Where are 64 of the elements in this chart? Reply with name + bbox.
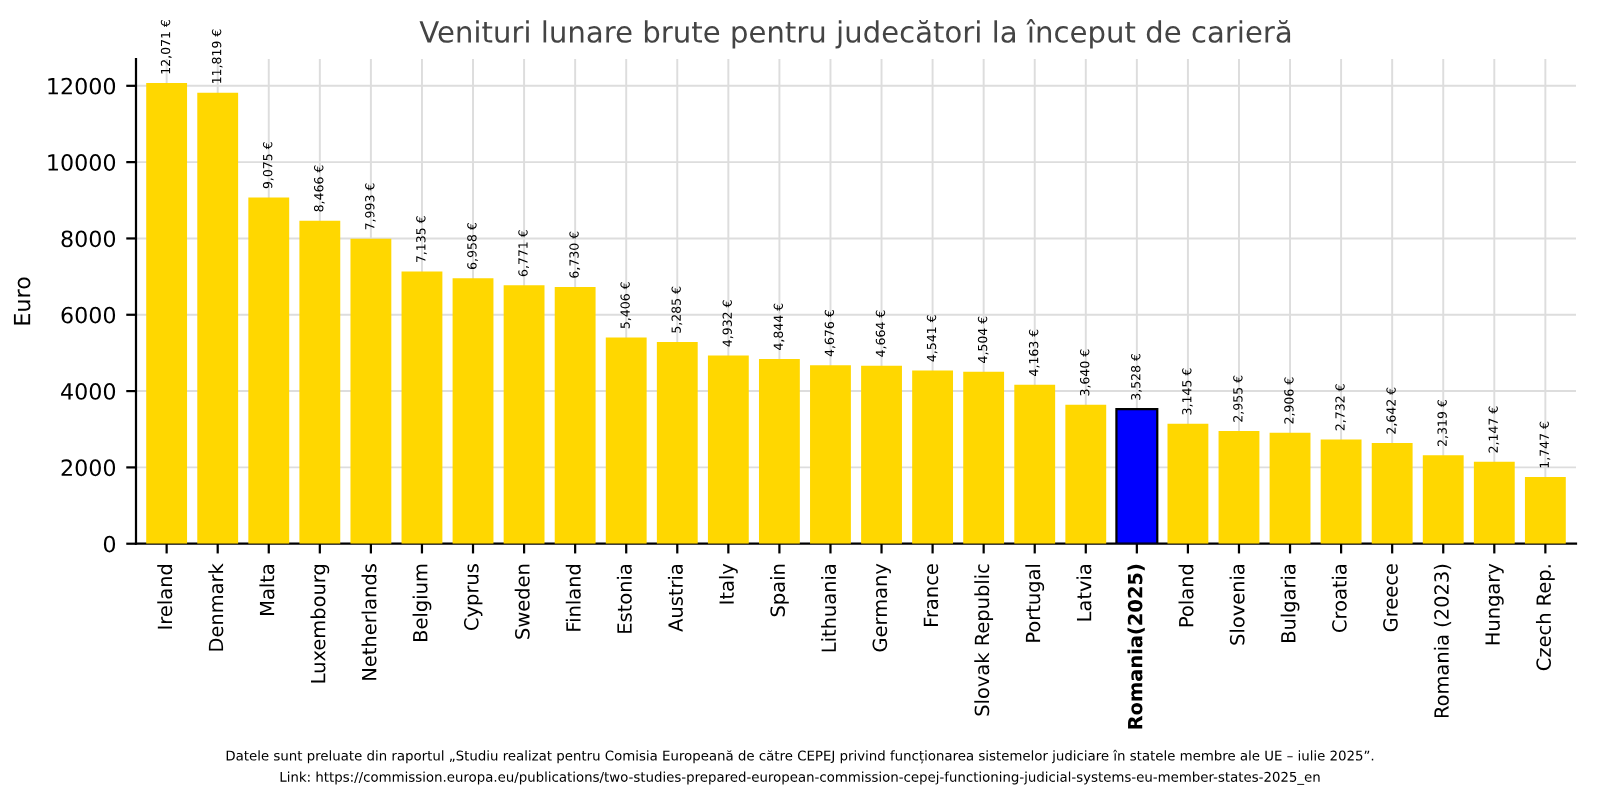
x-tick-label: Slovenia — [1229, 564, 1245, 645]
y-tick-label: 2000 — [61, 459, 116, 477]
bar — [912, 370, 954, 544]
y-tick-label: 8000 — [61, 230, 116, 248]
bar — [656, 342, 698, 544]
bar — [758, 358, 800, 544]
x-tick-label: Germany — [872, 563, 891, 652]
bar — [1524, 477, 1566, 544]
x-tick-label: Hungary — [1485, 563, 1504, 645]
x-tick-label: Romania (2023) — [1433, 564, 1452, 718]
x-tick-label: Latvia — [1076, 564, 1092, 621]
x-tick-label: Luxembourg — [310, 564, 330, 683]
y-tick-label: 12000 — [48, 77, 116, 95]
x-tick-label: Estonia — [616, 564, 632, 633]
x-tick-label: Poland — [1178, 564, 1194, 627]
bar — [248, 197, 290, 544]
x-tick-label: Bulgaria — [1280, 564, 1300, 642]
bar — [401, 271, 443, 544]
y-axis-title: Euro — [13, 277, 31, 325]
bar — [1065, 404, 1107, 544]
x-tick-label: Finland — [565, 564, 581, 631]
x-tick-label: Cyprus — [463, 564, 483, 630]
bar — [350, 238, 392, 544]
x-tick-label: Netherlands — [361, 564, 377, 680]
bar — [503, 285, 545, 544]
x-tick-label: Portugal — [1025, 564, 1045, 642]
chart-title: Venituri lunare brute pentru judecători la început de carieră — [419, 19, 1291, 49]
bar — [707, 355, 749, 544]
bar — [146, 83, 188, 544]
x-tick-label: Spain — [769, 564, 789, 617]
bar — [1218, 430, 1260, 544]
y-tick-label: 0 — [103, 535, 116, 553]
bar — [810, 365, 851, 544]
bar — [554, 286, 596, 544]
bar — [452, 278, 494, 544]
x-tick-label: Romania(2025) — [1127, 564, 1145, 729]
bar — [1473, 461, 1515, 544]
bar — [861, 365, 902, 544]
x-tick-label: Denmark — [208, 563, 224, 651]
x-tick-label: Belgium — [412, 564, 432, 641]
bar — [197, 92, 239, 544]
y-tick-label: 6000 — [61, 306, 116, 324]
x-tick-label: Slovak Republic — [974, 564, 994, 716]
x-tick-label: Malta — [259, 564, 275, 615]
x-tick-label: Austria — [667, 564, 683, 632]
x-tick-label: Lithuania — [821, 564, 837, 652]
bar — [1320, 439, 1362, 544]
bar — [1167, 423, 1209, 544]
bar — [963, 371, 1005, 544]
x-tick-label: Ireland — [157, 564, 173, 629]
x-tick-label: Czech Rep. — [1535, 565, 1555, 671]
x-tick-label: France — [923, 564, 939, 626]
x-tick-label: Greece — [1383, 564, 1398, 632]
bar — [1422, 455, 1464, 544]
x-tick-label: Sweden — [514, 564, 530, 639]
x-tick-label: Croatia — [1331, 564, 1347, 632]
bar — [1371, 442, 1413, 544]
x-tick-label: Italy — [718, 563, 738, 604]
bar — [299, 220, 341, 544]
bar — [1269, 432, 1311, 544]
bar — [1014, 384, 1056, 544]
bar — [605, 337, 647, 544]
y-tick-label: 10000 — [48, 154, 116, 171]
y-tick-label: 4000 — [61, 383, 116, 400]
